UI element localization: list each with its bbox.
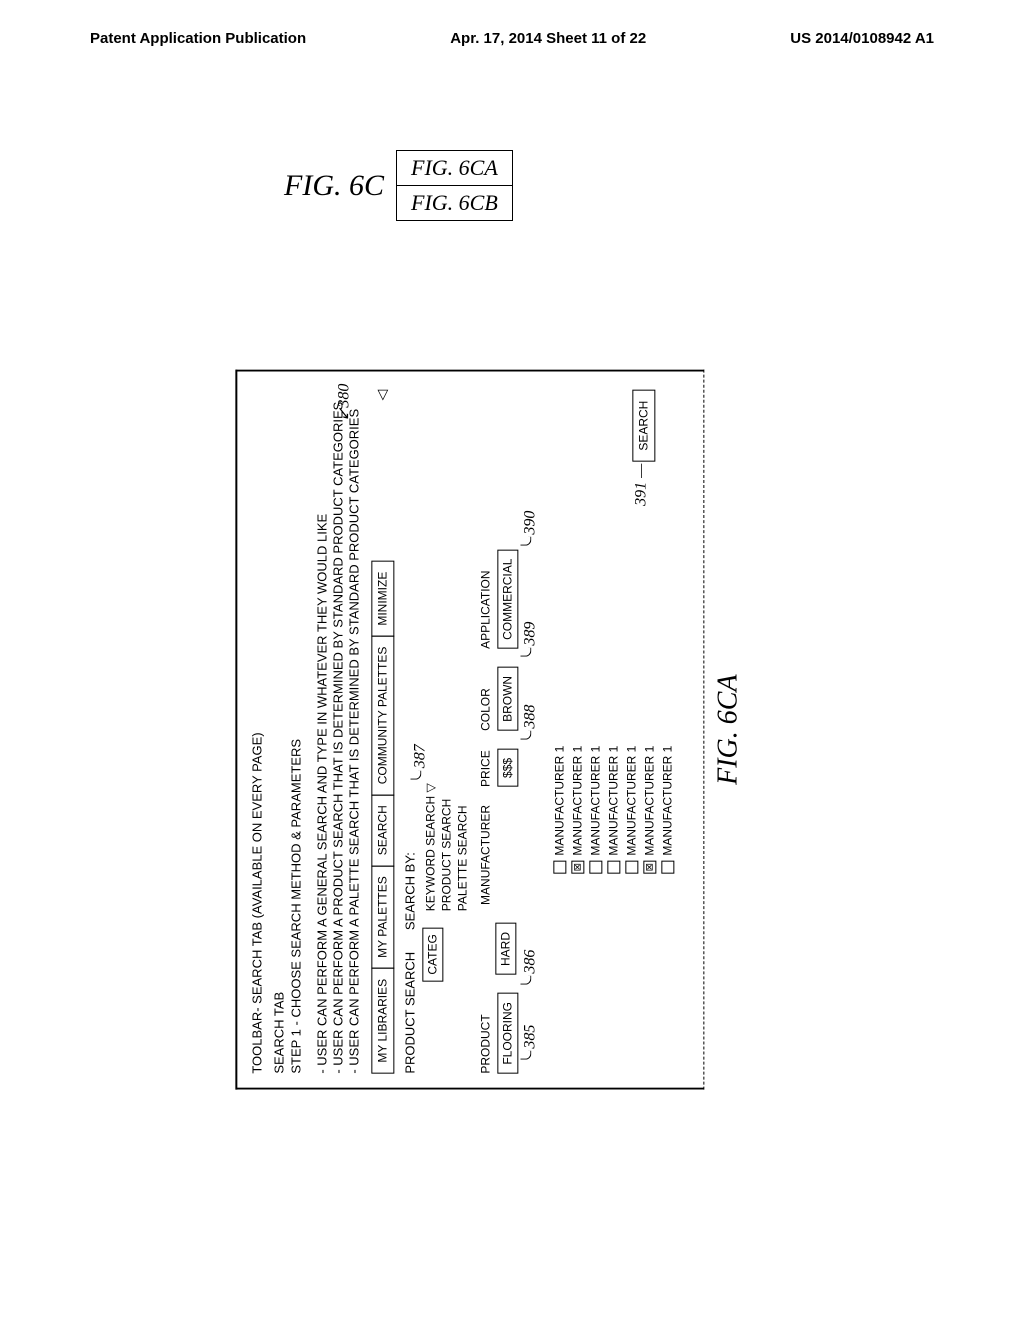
callout-385: 385 — [521, 1025, 541, 1060]
criteria-application-value[interactable]: COMMERCIAL — [498, 550, 519, 649]
tabs-row: MY LIBRARIES MY PALETTES SEARCH COMMUNIT… — [371, 386, 394, 1074]
checkbox-icon[interactable] — [554, 861, 567, 874]
tab-search[interactable]: SEARCH — [371, 794, 394, 866]
tab-my-libraries[interactable]: MY LIBRARIES — [371, 968, 394, 1074]
bullet-3: - USER CAN PERFORM A PALETTE SEARCH THAT… — [347, 386, 363, 1074]
criteria-price-label: PRICE — [479, 749, 494, 787]
manufacturer-item[interactable]: MANUFACTURER 1 — [661, 386, 676, 874]
tab-community-palettes[interactable]: COMMUNITY PALETTES — [371, 636, 394, 796]
figure-frame: TOOLBAR- SEARCH TAB (AVAILABLE ON EVERY … — [235, 370, 704, 1090]
search-by-options: KEYWORD SEARCH ▽ PRODUCT SEARCH PALETTE … — [422, 783, 471, 911]
toolbar-description: TOOLBAR- SEARCH TAB (AVAILABLE ON EVERY … — [249, 386, 265, 1074]
collapse-icon[interactable]: ◁ — [374, 386, 392, 401]
page-header: Patent Application Publication Apr. 17, … — [0, 0, 1024, 53]
checkbox-icon[interactable]: ⊠ — [644, 861, 657, 874]
criteria-manufacturer-label: MANUFACTURER — [479, 805, 494, 905]
figure-cell-6ca: FIG. 6CA — [411, 155, 498, 180]
search-tab-label: SEARCH TAB — [272, 386, 288, 1074]
checkbox-icon[interactable] — [590, 861, 603, 874]
callout-388: 388 — [521, 705, 541, 740]
bullet-2: - USER CAN PERFORM A PRODUCT SEARCH THAT… — [330, 386, 346, 1074]
criteria-color-value[interactable]: BROWN — [498, 667, 519, 731]
figure-label-6c: FIG. 6C — [284, 169, 384, 202]
manufacturer-list: MANUFACTURER 1 ⊠MANUFACTURER 1 MANUFACTU… — [553, 386, 676, 874]
checkbox-icon[interactable] — [626, 861, 639, 874]
bullet-1: - USER CAN PERFORM A GENERAL SEARCH AND … — [314, 386, 330, 1074]
header-center: Apr. 17, 2014 Sheet 11 of 22 — [450, 30, 646, 47]
criteria-product-label: PRODUCT — [479, 993, 494, 1074]
search-option-palette[interactable]: PALETTE SEARCH — [454, 783, 470, 911]
criteria-color-label: COLOR — [479, 667, 494, 731]
criteria-application-label: APPLICATION — [479, 550, 494, 649]
callout-386: 386 — [521, 950, 541, 985]
criteria-product-value[interactable]: FLOORING — [498, 993, 519, 1074]
callout-387: 387 — [410, 744, 430, 779]
manufacturer-item[interactable]: ⊠MANUFACTURER 1 — [571, 386, 586, 874]
search-by-label: SEARCH BY: — [402, 852, 417, 930]
search-option-product[interactable]: PRODUCT SEARCH — [438, 783, 454, 911]
tab-minimize[interactable]: MINIMIZE — [371, 561, 394, 637]
search-button[interactable]: SEARCH — [633, 390, 656, 462]
callout-380: ↙380 — [334, 384, 354, 421]
manufacturer-item[interactable]: MANUFACTURER 1 — [589, 386, 604, 874]
checkbox-icon[interactable] — [608, 861, 621, 874]
criteria-callouts: 385 386 388 389 390 — [521, 386, 541, 1074]
header-right: US 2014/0108942 A1 — [790, 30, 934, 47]
search-by-select[interactable]: CATEG — [422, 927, 443, 981]
checkbox-icon[interactable] — [662, 861, 675, 874]
figure-reference-table: FIG. 6C FIG. 6CA FIG. 6CB — [270, 150, 513, 221]
sub-figure-label: FIG. 6CA — [713, 370, 745, 1090]
manufacturer-item[interactable]: MANUFACTURER 1 — [553, 386, 568, 874]
figure-cell-6cb: FIG. 6CB — [411, 190, 498, 215]
manufacturer-item[interactable]: MANUFACTURER 1 — [607, 386, 622, 874]
callout-391: 391 — — [632, 464, 652, 506]
criteria-row: PRODUCT FLOORING HARD MANUFACTURER PRICE… — [479, 386, 519, 1074]
step1-text: STEP 1 - CHOOSE SEARCH METHOD & PARAMETE… — [288, 386, 304, 1074]
callout-389: 389 — [521, 622, 541, 657]
criteria-price-value[interactable]: $$$ — [498, 749, 519, 787]
header-left: Patent Application Publication — [90, 30, 306, 47]
callout-390: 390 — [521, 511, 541, 546]
search-option-keyword[interactable]: KEYWORD SEARCH ▽ — [422, 783, 438, 911]
checkbox-icon[interactable]: ⊠ — [572, 861, 585, 874]
product-search-title: PRODUCT SEARCH — [402, 952, 417, 1074]
criteria-product-value2[interactable]: HARD — [496, 923, 517, 975]
figure-6ca-container: TOOLBAR- SEARCH TAB (AVAILABLE ON EVERY … — [235, 370, 744, 1090]
tab-my-palettes[interactable]: MY PALETTES — [371, 865, 394, 969]
